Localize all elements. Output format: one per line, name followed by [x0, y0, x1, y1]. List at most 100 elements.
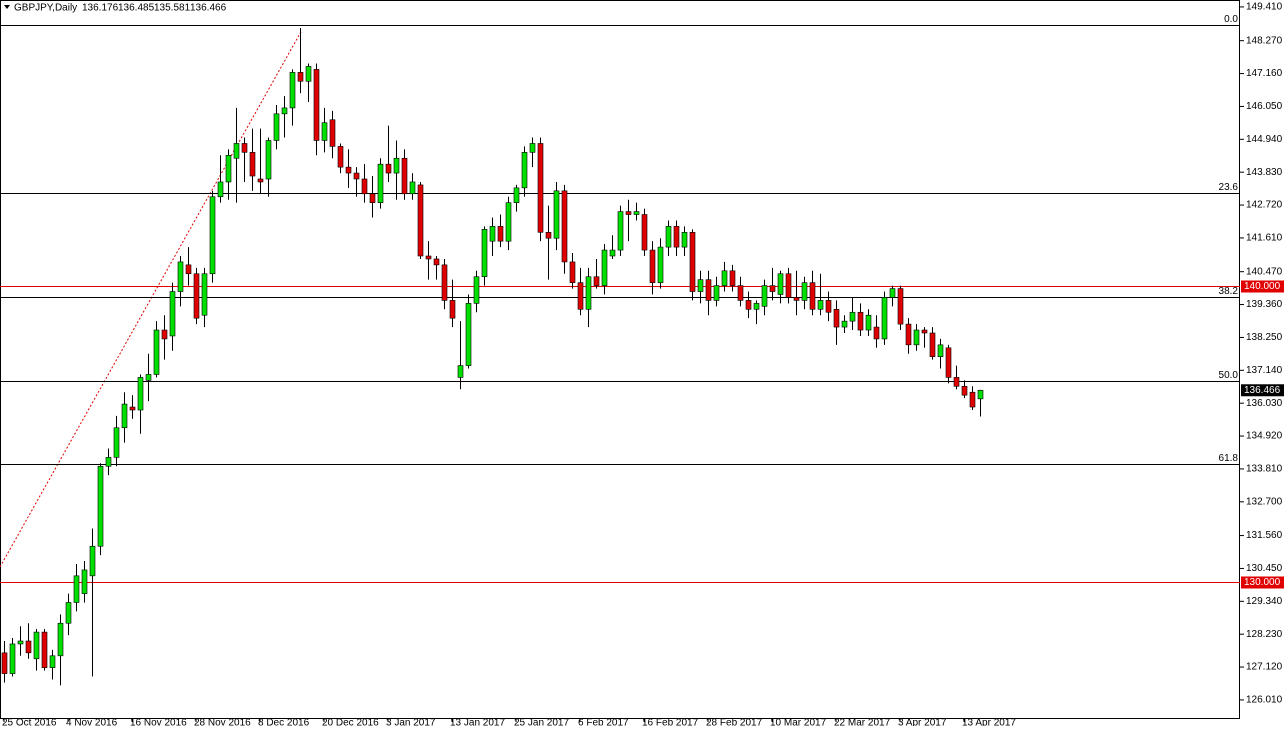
candle-body: [729, 270, 736, 286]
candle-body: [345, 166, 352, 174]
candle-body: [793, 297, 800, 301]
candle-body: [465, 303, 472, 366]
y-tick-label: 126.010: [1246, 695, 1283, 706]
y-tick-label: 129.340: [1246, 596, 1283, 607]
candle-body: [169, 291, 176, 337]
candle-body: [321, 122, 328, 141]
y-tick-label: 131.560: [1246, 530, 1283, 541]
candle-body: [1, 652, 8, 674]
candle-body: [49, 655, 56, 668]
x-tick-label: 16 Feb 2017: [642, 718, 699, 726]
x-tick-label: 28 Feb 2017: [706, 718, 763, 726]
ohlc-low: 135.581: [154, 3, 191, 14]
candle-body: [929, 332, 936, 357]
y-tick-label: 130.450: [1246, 563, 1283, 574]
y-tick-label: 146.050: [1246, 101, 1283, 112]
x-tick-label: 3 Jan 2017: [386, 718, 436, 726]
x-tick-label: 25 Jan 2017: [514, 718, 569, 726]
candle-body: [41, 631, 48, 668]
candle-body: [313, 69, 320, 141]
candle-body: [417, 184, 424, 257]
candle-body: [569, 261, 576, 283]
candle-body: [537, 143, 544, 233]
candle-body: [473, 276, 480, 304]
candle-body: [673, 226, 680, 248]
candle-body: [521, 152, 528, 189]
y-tick-label: 136.030: [1246, 398, 1283, 409]
candle-body: [441, 264, 448, 301]
candle-body: [217, 181, 224, 198]
y-tick-label: 141.610: [1246, 233, 1283, 244]
candle-body: [177, 261, 184, 292]
candle-body: [361, 178, 368, 195]
price-line-tag: [1241, 576, 1284, 589]
candle-body: [401, 157, 408, 195]
y-tick-label: 143.830: [1246, 167, 1283, 178]
candle-body: [257, 178, 264, 183]
candle-body: [681, 231, 688, 248]
candle-body: [977, 389, 984, 400]
candle-body: [833, 309, 840, 328]
candle-body: [89, 545, 96, 577]
candle-body: [249, 152, 256, 177]
candle-body: [809, 282, 816, 310]
x-tick-label: 3 Apr 2017: [898, 718, 947, 726]
candle-body: [913, 329, 920, 346]
candle-body: [481, 229, 488, 278]
candle-body: [273, 113, 280, 141]
candle-body: [769, 285, 776, 292]
candle-body: [577, 282, 584, 310]
fib-level-label: 38.2: [1219, 286, 1239, 297]
candle-body: [265, 140, 272, 180]
candle-body: [857, 311, 864, 331]
plot-frame: [0, 0, 1240, 719]
candle-body: [289, 72, 296, 109]
candle-body: [185, 264, 192, 275]
candle-body: [641, 214, 648, 251]
candle-body: [121, 403, 128, 429]
x-tick-label: 16 Nov 2016: [130, 718, 187, 726]
y-tick-label: 144.940: [1246, 134, 1283, 145]
candle-body: [609, 249, 616, 257]
candle-body: [193, 273, 200, 319]
candle-body: [649, 249, 656, 283]
y-tick-label: 147.160: [1246, 68, 1283, 79]
candle-body: [377, 163, 384, 203]
candle-body: [201, 273, 208, 316]
candle-body: [785, 273, 792, 298]
candle-body: [457, 365, 464, 378]
candle-body: [409, 181, 416, 195]
menu-arrow[interactable]: [4, 5, 10, 9]
candle-body: [385, 163, 392, 174]
candle-body: [497, 226, 504, 242]
y-tick-label: 133.810: [1246, 464, 1283, 475]
candle-body: [65, 602, 72, 624]
candle-body: [305, 66, 312, 82]
x-tick-label: 13 Apr 2017: [962, 718, 1016, 726]
ohlc-high: 136.485: [118, 3, 155, 14]
y-tick-label: 142.720: [1246, 200, 1283, 211]
candle-body: [161, 329, 168, 340]
candle-body: [513, 187, 520, 203]
candle-body: [905, 323, 912, 346]
candle-body: [137, 377, 144, 411]
candle-body: [665, 226, 672, 248]
candle-body: [337, 146, 344, 168]
candle-body: [849, 311, 856, 322]
y-tick-label: 128.230: [1246, 629, 1283, 640]
candle-body: [449, 300, 456, 319]
y-tick-label: 138.250: [1246, 332, 1283, 343]
candle-body: [233, 143, 240, 159]
x-tick-label: 13 Jan 2017: [450, 718, 505, 726]
candle-body: [865, 314, 872, 331]
candle-body: [369, 193, 376, 203]
candle-body: [9, 643, 16, 674]
candle-body: [113, 427, 120, 458]
x-tick-label: 8 Dec 2016: [258, 718, 310, 726]
candle-body: [281, 107, 288, 115]
y-tick-label: 149.410: [1246, 2, 1283, 13]
candle-body: [953, 377, 960, 387]
candle-body: [129, 406, 136, 411]
